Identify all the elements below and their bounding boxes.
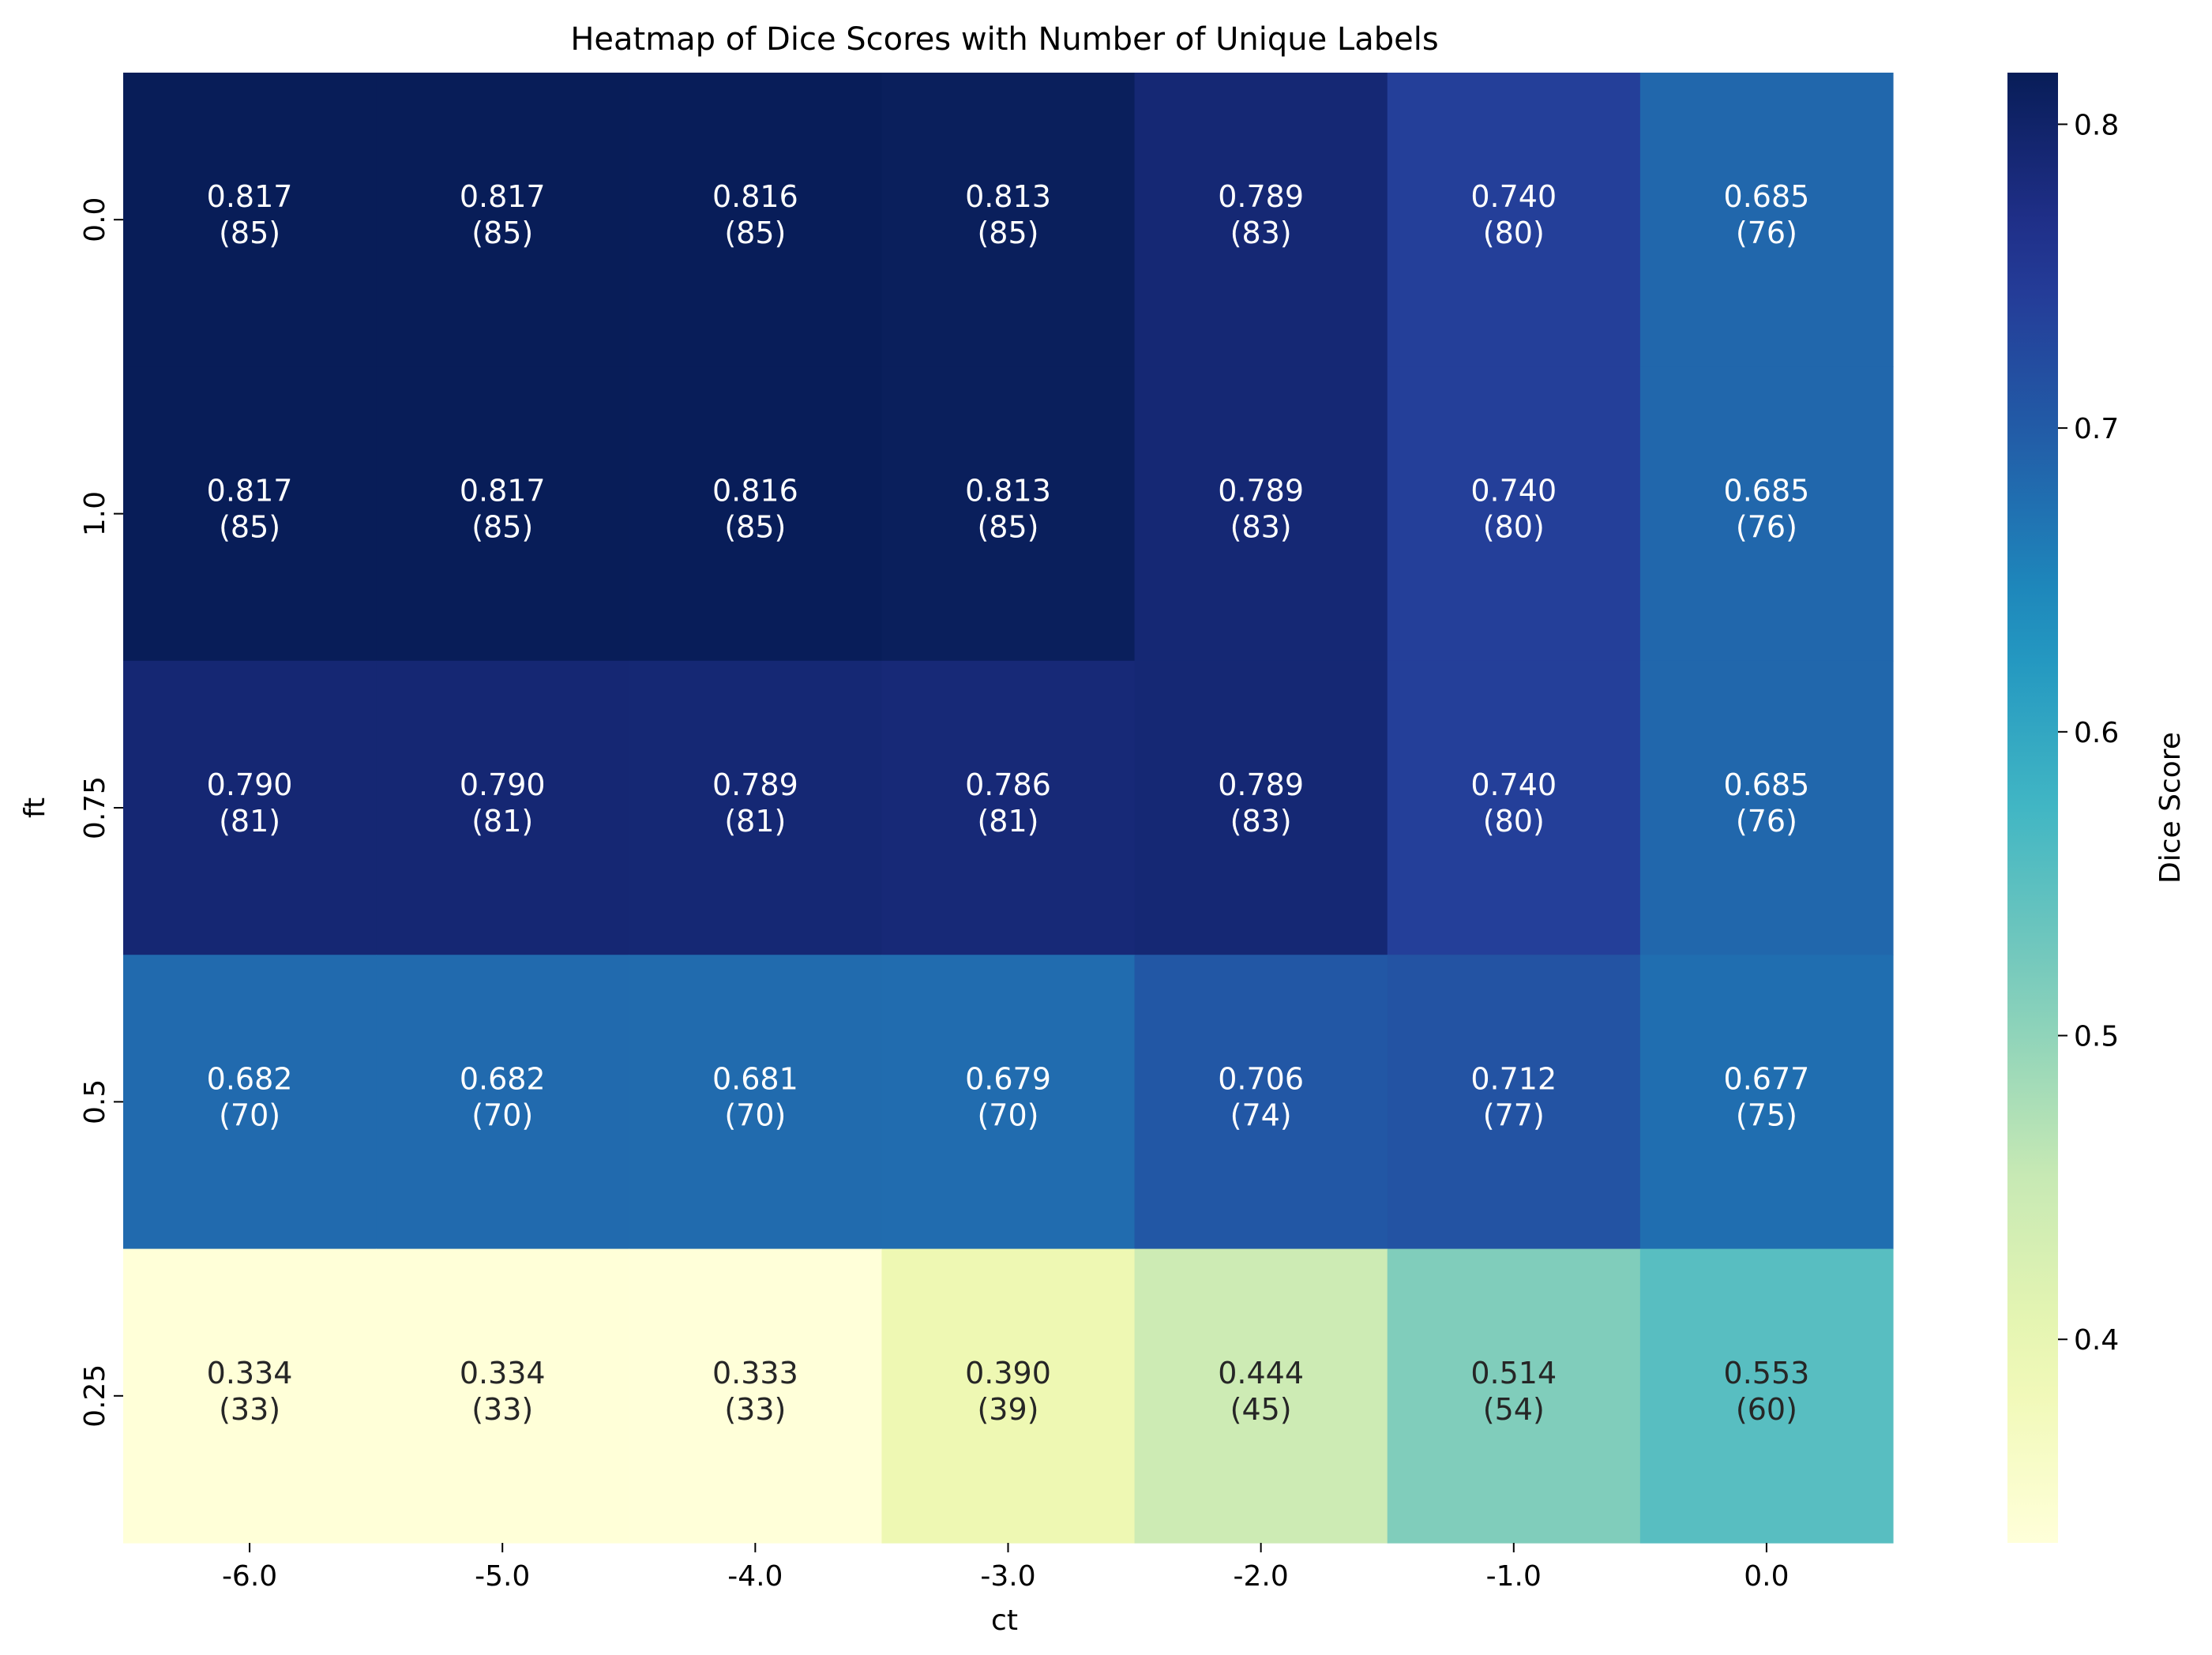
- cell-label: 0.817 (85): [460, 474, 546, 545]
- cell-label: 0.816 (85): [712, 474, 798, 545]
- colorbar-tick-label: 0.7: [2074, 413, 2119, 445]
- heatmap-cell: [629, 955, 883, 1250]
- heatmap-cells: 0.817 (85) 0.817 (85) 0.816 (85) 0.813 (85) 0.78…: [123, 73, 1894, 1544]
- cell-label: 0.786 (81): [965, 767, 1051, 839]
- cell-label: 0.685 (76): [1724, 767, 1810, 839]
- x-tick-label: -2.0: [1234, 1560, 1289, 1593]
- x-tick-label: -6.0: [222, 1560, 277, 1593]
- cell-label: 0.444 (45): [1218, 1356, 1304, 1427]
- y-tick-label: 0.5: [79, 1079, 111, 1124]
- heatmap-cell: [1639, 366, 1894, 662]
- cell-label: 0.740 (80): [1470, 767, 1557, 839]
- cell-label: 0.682 (70): [460, 1061, 546, 1132]
- x-tick-label: 0.0: [1744, 1560, 1789, 1593]
- cell-label: 0.790 (81): [207, 767, 293, 839]
- x-tick-label: -5.0: [475, 1560, 530, 1593]
- heatmap-cell: [376, 366, 629, 662]
- cell-label: 0.817 (85): [207, 179, 293, 250]
- x-axis: -6.0 -5.0 -4.0 -3.0 -2.0 -1.0 0.0: [222, 1543, 1790, 1593]
- heatmap-cell: [629, 366, 883, 662]
- cell-label: 0.789 (83): [1218, 767, 1304, 839]
- y-axis: 0.0 1.0 0.75 0.5 0.25: [79, 197, 123, 1428]
- cell-label: 0.817 (85): [460, 179, 546, 250]
- cell-label: 0.682 (70): [207, 1061, 293, 1132]
- cell-label: 0.685 (76): [1724, 179, 1810, 250]
- heatmap-cell: [1387, 73, 1641, 367]
- heatmap-cell: [1134, 955, 1388, 1250]
- cell-label: 0.817 (85): [207, 474, 293, 545]
- cell-label: 0.706 (74): [1218, 1061, 1304, 1132]
- heatmap-cell: [376, 660, 629, 955]
- heatmap-cell: [1639, 660, 1894, 955]
- cell-label: 0.685 (76): [1724, 474, 1810, 545]
- cell-label: 0.390 (39): [965, 1356, 1051, 1427]
- heatmap-cell: [376, 1248, 629, 1544]
- x-axis-label: ct: [991, 1604, 1018, 1637]
- heatmap-cell: [1387, 660, 1641, 955]
- colorbar-gradient: [2007, 73, 2058, 1543]
- cell-label: 0.553 (60): [1724, 1356, 1810, 1427]
- chart-title: Heatmap of Dice Scores with Number of Un…: [570, 21, 1438, 58]
- heatmap-cell: [1134, 73, 1388, 367]
- heatmap-cell: [1134, 1248, 1388, 1544]
- colorbar-tick-label: 0.8: [2074, 109, 2119, 141]
- cell-label: 0.813 (85): [965, 179, 1051, 250]
- heatmap-cell: [123, 955, 377, 1250]
- heatmap-cell: [1134, 660, 1388, 955]
- cell-label: 0.816 (85): [712, 179, 798, 250]
- heatmap-cell: [881, 1248, 1136, 1544]
- heatmap-cell: [1387, 366, 1641, 662]
- heatmap-cell: [1387, 1248, 1641, 1544]
- heatmap-cell: [123, 660, 377, 955]
- heatmap-cell: [629, 1248, 883, 1544]
- cell-label: 0.712 (77): [1470, 1061, 1557, 1132]
- y-axis-label: ft: [19, 797, 51, 818]
- heatmap-cell: [881, 366, 1136, 662]
- cell-label: 0.681 (70): [712, 1061, 798, 1132]
- x-tick-label: -4.0: [727, 1560, 783, 1593]
- cell-label: 0.740 (80): [1470, 474, 1557, 545]
- heatmap-cell: [881, 955, 1136, 1250]
- heatmap-cell: [376, 955, 629, 1250]
- heatmap-cell: [1387, 955, 1641, 1250]
- y-tick-label: 0.0: [79, 197, 111, 242]
- heatmap-cell: [1639, 73, 1894, 367]
- cell-label: 0.333 (33): [712, 1356, 798, 1427]
- cell-label: 0.740 (80): [1470, 179, 1557, 250]
- y-tick-label: 0.25: [79, 1364, 111, 1428]
- colorbar-ticks: 0.4 0.5 0.6 0.7 0.8: [2058, 109, 2119, 1357]
- heatmap-cell: [629, 73, 883, 367]
- cell-label: 0.790 (81): [460, 767, 546, 839]
- heatmap-cell: [629, 660, 883, 955]
- colorbar-tick-label: 0.4: [2074, 1324, 2119, 1357]
- heatmap-cell: [123, 366, 377, 662]
- cell-label: 0.789 (83): [1218, 474, 1304, 545]
- y-tick-label: 0.75: [79, 776, 111, 839]
- cell-label: 0.514 (54): [1470, 1356, 1557, 1427]
- cell-label: 0.679 (70): [965, 1061, 1051, 1132]
- cell-label: 0.789 (83): [1218, 179, 1304, 250]
- cell-label: 0.334 (33): [207, 1356, 293, 1427]
- colorbar-tick-label: 0.6: [2074, 717, 2119, 749]
- heatmap-cell: [1639, 1248, 1894, 1544]
- cell-label: 0.813 (85): [965, 474, 1051, 545]
- colorbar-label: Dice Score: [2154, 732, 2187, 884]
- heatmap-cell: [123, 73, 377, 367]
- cell-label: 0.334 (33): [460, 1356, 546, 1427]
- heatmap-cell: [881, 73, 1136, 367]
- cell-label: 0.677 (75): [1724, 1061, 1810, 1132]
- y-tick-label: 1.0: [79, 491, 111, 536]
- x-tick-label: -3.0: [980, 1560, 1035, 1593]
- x-tick-label: -1.0: [1486, 1560, 1542, 1593]
- colorbar-tick-label: 0.5: [2074, 1021, 2119, 1053]
- heatmap-cell: [1134, 366, 1388, 662]
- heatmap-cell: [123, 1248, 377, 1544]
- heatmap-cell: [1639, 955, 1894, 1250]
- heatmap-cell: [881, 660, 1136, 955]
- colorbar: 0.4 0.5 0.6 0.7 0.8 Dice Score: [2007, 73, 2187, 1543]
- cell-label: 0.789 (81): [712, 767, 798, 839]
- heatmap-cell: [376, 73, 629, 367]
